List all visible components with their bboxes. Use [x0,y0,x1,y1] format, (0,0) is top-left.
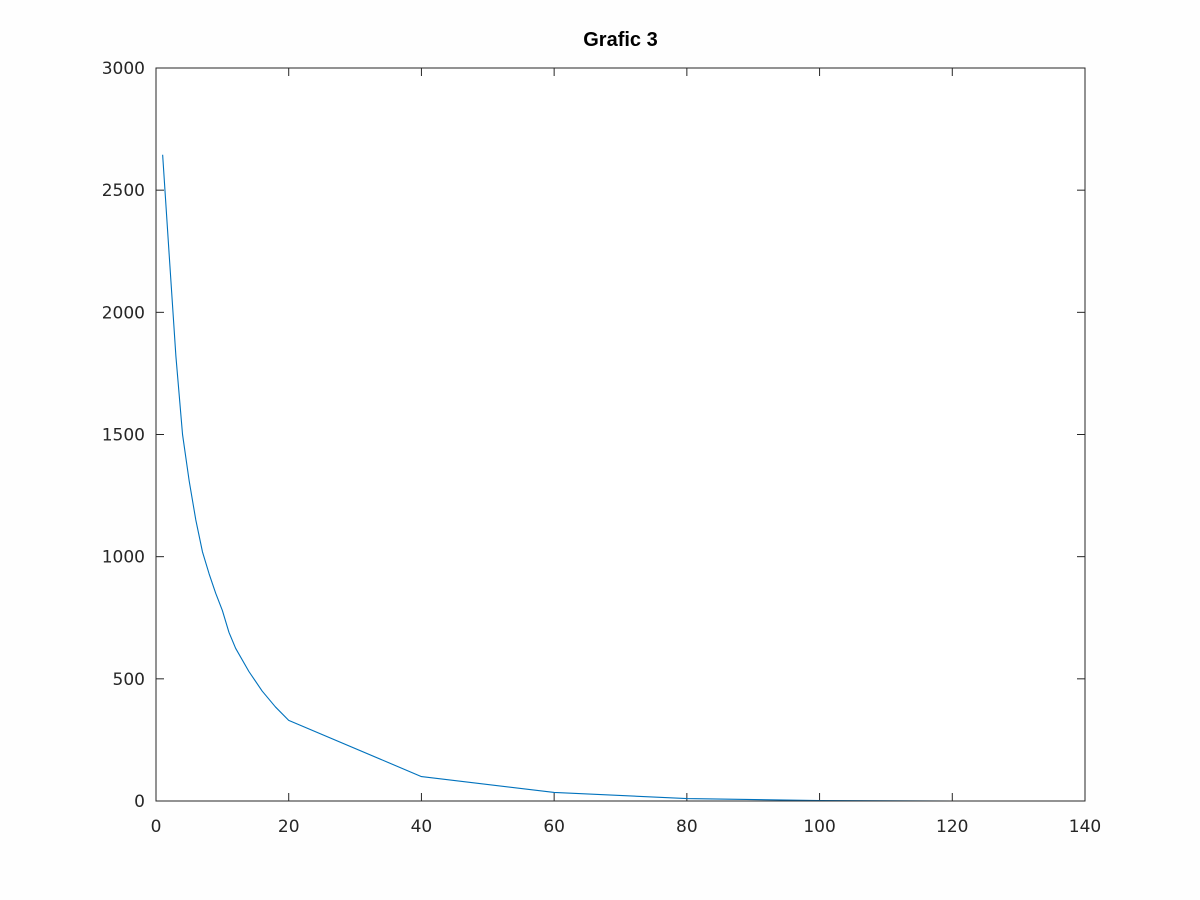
y-tick-label: 2500 [102,181,145,201]
y-tick-label: 0 [134,792,145,812]
chart-title: Grafic 3 [583,29,657,51]
series-group [162,154,1019,802]
y-tick-label: 3000 [102,59,145,79]
x-tick-label: 0 [151,817,162,837]
axis-tick-labels: 0 20 40 60 80 100 120 140 0 500 1000 1500 2000 2500 30… [102,59,1101,837]
plot-area [156,68,1085,801]
x-tick-label: 60 [543,817,565,837]
x-tick-label: 80 [676,817,698,837]
x-tick-label: 40 [411,817,433,837]
x-tick-label: 120 [936,817,968,837]
y-tick-label: 1000 [102,548,145,568]
x-tick-label: 140 [1069,817,1101,837]
axes-box [155,67,1086,802]
y-tick-label: 1500 [102,426,145,446]
x-tick-label: 100 [803,817,835,837]
series-line [162,154,1019,802]
x-tick-label: 20 [278,817,300,837]
y-tick-label: 500 [113,670,145,690]
y-tick-label: 2000 [102,303,145,323]
